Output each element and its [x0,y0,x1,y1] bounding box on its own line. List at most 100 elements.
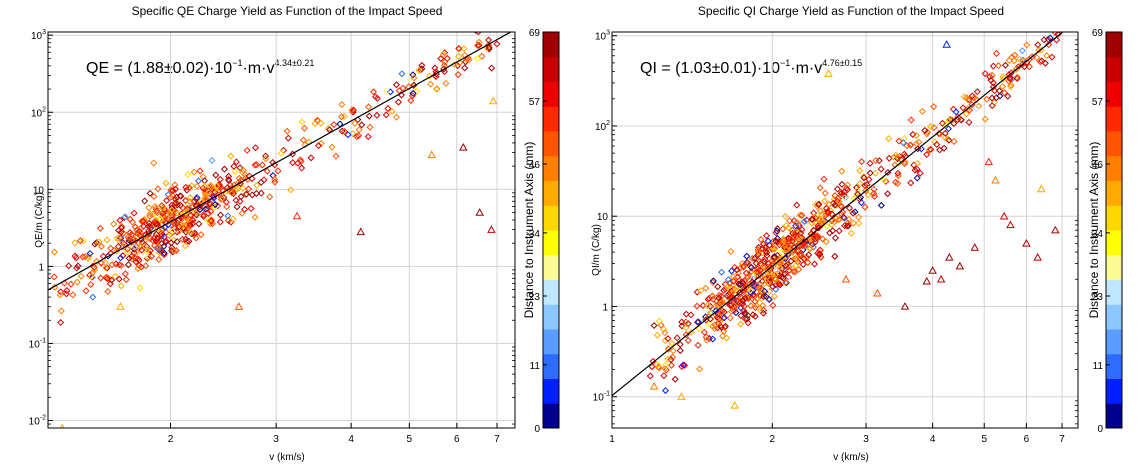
qi-diamond-point [877,165,885,173]
qi-diamond-point [1040,36,1048,44]
qi-diamond-point [735,280,743,288]
qi-diamond-point [860,173,868,181]
qe-diamond-point [97,274,105,282]
qe-diamond-point [211,188,219,196]
qe-diamond-point [187,211,195,219]
qe-diamond-point [205,188,213,196]
qi-colorbar-band [1106,131,1122,157]
qe-diamond-point [136,284,144,292]
qe-diamond-point [157,215,165,223]
qe-diamond-point [200,211,208,219]
qi-colorbar-band [1106,180,1122,206]
qi-diamond-point [826,229,834,237]
qe-diamond-point [242,190,250,198]
qi-diamond-point [763,249,771,257]
qe-diamond-point [158,202,166,210]
qi-diamond-point [761,255,769,263]
qi-diamond-point [1016,55,1024,63]
qi-diamond-point [696,365,704,373]
qe-triangle-point [292,211,302,220]
qe-diamond-point [206,182,214,190]
qi-diamond-point [779,225,787,233]
qi-triangle-point [900,302,910,310]
qi-diamond-point [673,334,681,342]
qi-diamond-point [669,353,677,361]
qi-diamond-point [933,140,941,148]
qi-diamond-point [965,118,973,126]
qe-diamond-point [196,206,204,214]
qi-diamond-point [744,273,752,281]
qi-colorbar-tick-label: 23 [1092,292,1104,303]
qe-diamond-point [258,161,266,169]
qe-colorbar-tick-label: 34 [529,229,541,240]
qe-diamond-point [57,307,65,315]
qi-diamond-point [660,372,668,380]
qi-triangle-point [1006,220,1015,229]
qi-x-tick-label: 5 [981,434,987,445]
qi-diamond-point [793,255,801,263]
qe-triangle-point [487,225,496,233]
qe-diamond-point [111,272,119,280]
qe-diamond-point [485,36,493,44]
qi-diamond-point [790,267,798,276]
qe-diamond-point [365,112,373,120]
qi-diamond-point [817,253,825,261]
qe-diamond-point [217,211,225,219]
qe-diamond-point [172,185,180,193]
qe-diamond-point [200,212,208,220]
qe-diamond-point [153,221,161,229]
qe-colorbar-band [543,155,559,181]
qi-x-axis-label: v (km/s) [833,452,869,463]
qi-diamond-point [709,278,717,286]
qe-diamond-point [455,45,463,53]
qi-diamond-point [960,93,968,101]
qi-diamond-point [729,273,737,281]
qi-diamond-point [862,187,870,195]
qe-diamond-point [145,229,153,237]
qe-diamond-point [195,220,203,228]
qi-diamond-point [838,180,846,188]
qe-diamond-point [349,130,357,138]
qi-diamond-point [775,241,783,249]
qe-diamond-point [192,211,200,219]
qi-diamond-point [940,144,948,152]
qi-colorbar-band [1106,378,1122,404]
qe-colorbar-tick-label: 57 [529,97,541,108]
qi-diamond-point [739,300,747,308]
qe-y-tick-label: 1 [38,262,44,273]
qi-diamond-point [788,226,796,234]
qi-diamond-point [759,302,767,310]
qe-diamond-point [103,236,111,244]
qi-diamond-point [760,293,768,301]
qe-diamond-point [364,133,372,141]
qe-diamond-point [236,197,244,205]
qi-diamond-point [799,241,807,249]
qi-diamond-point [1041,59,1049,67]
qe-diamond-point [115,275,123,283]
qi-diamond-point [959,104,967,112]
qe-diamond-point [442,79,450,87]
qi-diamond-point [847,229,855,237]
qe-diamond-point [145,219,153,227]
qe-diamond-point [366,123,374,131]
qe-diamond-point [227,152,235,160]
qi-diamond-point [804,258,812,266]
qi-diamond-point [1004,92,1012,100]
qi-diamond-point [796,211,804,219]
qi-diamond-point [740,285,748,293]
qi-colorbar-band [1106,254,1122,280]
qe-diamond-point [185,237,193,245]
qe-diamond-point [251,213,259,221]
qe-colorbar-tick-label: 23 [529,292,541,303]
qe-diamond-point [201,177,209,185]
qi-diamond-point [760,309,768,317]
qi-diamond-point [894,179,902,187]
qe-diamond-point [409,92,417,100]
qi-diamond-point [845,215,853,223]
qi-diamond-point [831,201,839,209]
qi-diamond-point [894,169,902,177]
qi-diamond-point [1019,60,1027,68]
qe-diamond-point [197,197,205,205]
qe-diamond-point [170,224,178,232]
qi-diamond-point [870,190,878,198]
